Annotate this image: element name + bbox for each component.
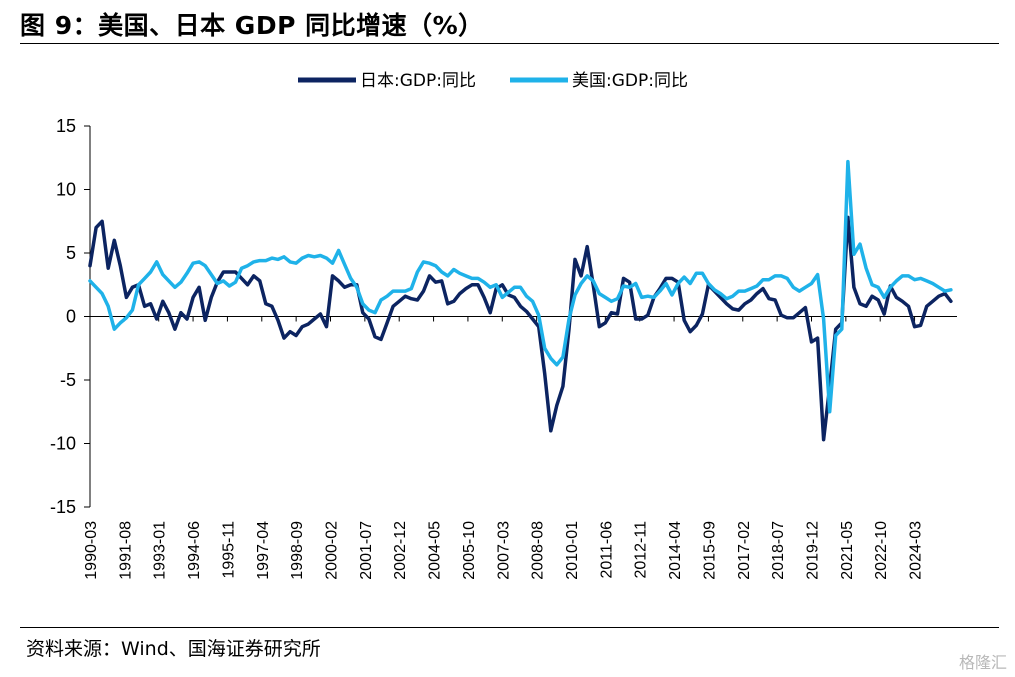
axes: 15 10 5 0 -5 -10 -15 1990-03 1991-08 1993-01 1994-… xyxy=(50,116,957,580)
y-tick-label: -15 xyxy=(50,497,76,517)
x-tick-label: 1990-03 xyxy=(83,521,100,580)
x-tick-label: 2015-09 xyxy=(701,521,718,580)
x-tick-label: 2017-02 xyxy=(736,521,753,580)
x-tick-label: 1995-11 xyxy=(220,521,237,579)
y-tick-label: -5 xyxy=(60,370,76,390)
x-tick-label: 2022-10 xyxy=(873,521,890,580)
x-tick-label: 2011-06 xyxy=(598,521,615,579)
x-tick-label: 2010-01 xyxy=(564,521,581,580)
series-line-us xyxy=(88,159,953,414)
x-tick-label: 2019-12 xyxy=(804,521,821,580)
bottom-rule xyxy=(20,627,999,628)
x-tick-label: 1998-09 xyxy=(289,521,306,580)
x-tick-label: 2007-03 xyxy=(495,521,512,580)
x-tick-label: 2012-11 xyxy=(633,521,650,579)
x-tick-label: 2014-04 xyxy=(667,521,684,580)
legend-label-japan: 日本:GDP:同比 xyxy=(360,71,476,91)
x-tick-label: 1994-06 xyxy=(186,521,203,580)
figure-title: 图 9：美国、日本 GDP 同比增速（%） xyxy=(20,11,484,40)
source-note: 资料来源：Wind、国海证券研究所 xyxy=(26,638,321,660)
y-tick-label: 5 xyxy=(66,243,76,263)
x-tick-label: 1997-04 xyxy=(255,521,272,580)
x-tick-label: 2004-05 xyxy=(427,521,444,580)
x-tick-label: 1993-01 xyxy=(152,521,169,580)
line-chart: 日本:GDP:同比 美国:GDP:同比 15 10 5 0 -5 -10 -15 1990-03… xyxy=(50,71,957,580)
series-line-japan xyxy=(88,215,953,442)
y-tick-label: 0 xyxy=(66,307,76,327)
y-tick-label: -10 xyxy=(50,434,76,454)
series-layer xyxy=(88,159,953,442)
x-tick-label: 2005-10 xyxy=(461,521,478,580)
x-tick-label: 2018-07 xyxy=(770,521,787,580)
legend: 日本:GDP:同比 美国:GDP:同比 xyxy=(298,71,688,91)
x-tick-label: 2001-07 xyxy=(358,521,375,580)
x-tick-label: 2008-08 xyxy=(530,521,547,580)
x-tick-label: 2024-03 xyxy=(908,521,925,580)
watermark: 格隆汇 xyxy=(958,653,1007,672)
x-tick-label: 2000-02 xyxy=(323,521,340,580)
x-tick-label: 2021-05 xyxy=(839,521,856,580)
x-tick-label: 2002-12 xyxy=(392,521,409,580)
top-rule xyxy=(20,43,999,44)
y-tick-label: 15 xyxy=(56,116,76,136)
y-tick-label: 10 xyxy=(56,180,76,200)
legend-label-us: 美国:GDP:同比 xyxy=(572,71,688,91)
x-tick-label: 1991-08 xyxy=(117,521,134,580)
